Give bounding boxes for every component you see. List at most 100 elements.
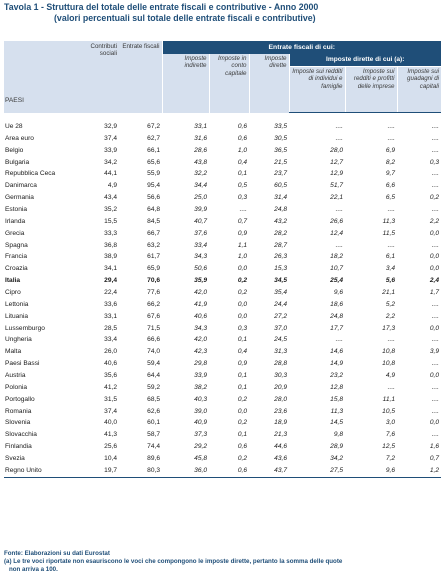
value-cell: 0,0 <box>429 265 440 273</box>
value-cell: 58,7 <box>147 431 160 439</box>
value-cell: 33,6 <box>104 300 117 308</box>
value-cell: 19,7 <box>76 464 119 478</box>
country-cell: Malta <box>5 348 22 356</box>
country-cell: Croazia <box>5 265 28 273</box>
value-cell: 44,1 <box>104 170 117 178</box>
header-redditi-imprese: Imposte sui redditi e profitti delle imp… <box>344 66 397 113</box>
value-cell: .... <box>431 407 440 415</box>
header-group-entrate-fiscali: Entrate fiscali di cui: <box>161 41 442 54</box>
value-cell: 51,7 <box>330 182 343 190</box>
country-cell: Italia <box>5 277 21 285</box>
notes: Fonte: Elaborazioni su dati Eurostat (a)… <box>4 550 441 574</box>
title-block: Tavola 1 - Struttura del totale delle en… <box>4 2 444 24</box>
value-cell: 28,0 <box>274 395 287 403</box>
value-cell: 12,5 <box>382 443 395 451</box>
country-cell: Portogallo <box>5 395 35 403</box>
value-cell: 35,2 <box>104 206 117 214</box>
header-subgroup-imposte-dirette: Imposte dirette di cui (a): <box>288 54 442 67</box>
country-cell: Romania <box>5 407 32 415</box>
table-row: Belgio 33,9 66,1 28,6 1,0 36,5 28,0 6,9.... <box>4 145 441 157</box>
value-cell: 74,4 <box>147 443 160 451</box>
value-cell: 35,6 <box>104 372 117 380</box>
value-cell: 1,1 <box>237 241 247 249</box>
value-cell: 28,2 <box>274 229 287 237</box>
value-cell: .... <box>431 300 440 308</box>
value-cell: 14,6 <box>330 348 343 356</box>
table-row: Portogallo 31,5 68,5 40,3 0,2 28,0 15,8 11,1...… <box>4 394 441 406</box>
table-row: Svezia 10,4 89,6 45,8 0,2 43,6 34,2 7,2 0,7 <box>4 453 441 465</box>
value-cell: 41,3 <box>104 431 117 439</box>
value-cell: .... <box>239 206 247 214</box>
value-cell: 66,2 <box>147 300 160 308</box>
value-cell: .... <box>335 123 343 130</box>
header-entrate-fiscali: Entrate fiscali <box>119 41 162 113</box>
value-cell: 0,0 <box>237 407 247 415</box>
country-cell: Paesi Bassi <box>5 360 40 368</box>
value-cell: 60,1 <box>147 419 160 427</box>
table-row: Polonia 41,2 59,2 38,2 0,1 20,9 12,8........ <box>4 382 441 394</box>
value-cell: 28,5 <box>104 324 117 332</box>
value-cell: 24,5 <box>274 336 287 344</box>
value-cell: 0,2 <box>237 455 247 463</box>
country-cell: Spagna <box>5 241 28 249</box>
value-cell: 29,4 <box>104 277 117 285</box>
value-cell: 0,0 <box>237 300 247 308</box>
country-cell: Austria <box>5 372 26 380</box>
value-cell: 0,1 <box>237 170 247 178</box>
value-cell: 0,6 <box>237 443 247 451</box>
value-cell: .... <box>431 241 440 249</box>
value-cell: 67,2 <box>147 123 160 130</box>
value-cell: 12,4 <box>330 229 343 237</box>
value-cell: 10,5 <box>382 407 395 415</box>
value-cell: 0,0 <box>429 229 440 237</box>
value-cell: 66,6 <box>147 336 160 344</box>
value-cell: 24,8 <box>330 312 343 320</box>
value-cell: 23,7 <box>274 170 287 178</box>
value-cell: 37,3 <box>194 431 207 439</box>
value-cell: .... <box>431 170 440 178</box>
value-cell: 0,7 <box>237 217 247 225</box>
table-row: Danimarca 4,9 95,4 34,4 0,5 60,5 51,7 6,6.... <box>4 180 441 192</box>
value-cell: 71,5 <box>147 324 160 332</box>
value-cell: 12,7 <box>330 158 343 166</box>
table-title: Tavola 1 - Struttura del totale delle en… <box>4 2 319 12</box>
value-cell: 34,5 <box>274 277 287 285</box>
value-cell: 18,6 <box>330 300 343 308</box>
header-imposte-indirette: Imposte indirette <box>161 54 209 113</box>
value-cell: 80,3 <box>119 464 162 478</box>
table-row: Paesi Bassi 40,6 59,4 29,8 0,9 28,8 14,9 10,8..… <box>4 358 441 370</box>
value-cell: 0,3 <box>429 158 440 166</box>
value-cell: 40,6 <box>104 360 117 368</box>
country-cell: Grecia <box>5 229 25 237</box>
value-cell: 41,2 <box>104 383 117 391</box>
value-cell: .... <box>335 241 343 249</box>
table-header: PAESI Contributi sociali Entrate fiscali… <box>4 41 442 113</box>
value-cell: 21,1 <box>382 289 395 297</box>
table-row: Regno Unito 19,7 80,3 36,0 0,6 43,7 27,5 9,6 1,2 <box>4 464 442 478</box>
value-cell: 61,7 <box>147 253 160 261</box>
value-cell: 0,1 <box>237 372 247 380</box>
value-cell: 0,1 <box>237 383 247 391</box>
value-cell: 56,6 <box>147 194 160 202</box>
value-cell: 62,7 <box>147 134 160 142</box>
table-row: Romania 37,4 62,6 39,0 0,0 23,6 11,3 10,5.... <box>4 406 441 418</box>
value-cell: 15,5 <box>104 217 117 225</box>
value-cell: 40,3 <box>194 395 207 403</box>
country-cell: Bulgaria <box>5 158 30 166</box>
value-cell: 43,8 <box>194 158 207 166</box>
value-cell: 6,5 <box>385 194 395 202</box>
header-guadagni-capitale: Imposte sui guadagni di capitali <box>396 66 442 113</box>
value-cell: 0,3 <box>237 324 247 332</box>
value-cell: .... <box>431 312 440 320</box>
value-cell: 33,4 <box>104 336 117 344</box>
value-cell: 0,6 <box>209 464 249 478</box>
table-row: Slovacchia 41,3 58,7 37,3 0,1 21,3 9,8 7,6.... <box>4 429 441 441</box>
note-a-line1: (a) Le tre voci riportate non esauriscon… <box>4 558 343 565</box>
header-paesi: PAESI <box>4 41 76 113</box>
table-row: Slovenia 40,0 60,1 40,9 0,2 18,9 14,5 3,0 0,0 <box>4 417 441 429</box>
value-cell: 0,0 <box>237 312 247 320</box>
value-cell: 11,1 <box>382 395 395 403</box>
country-cell: Cipro <box>5 289 21 297</box>
table-row: Germania 43,4 56,6 25,0 0,3 31,4 22,1 6,5 0,2 <box>4 192 441 204</box>
country-cell: Ungheria <box>5 336 32 344</box>
